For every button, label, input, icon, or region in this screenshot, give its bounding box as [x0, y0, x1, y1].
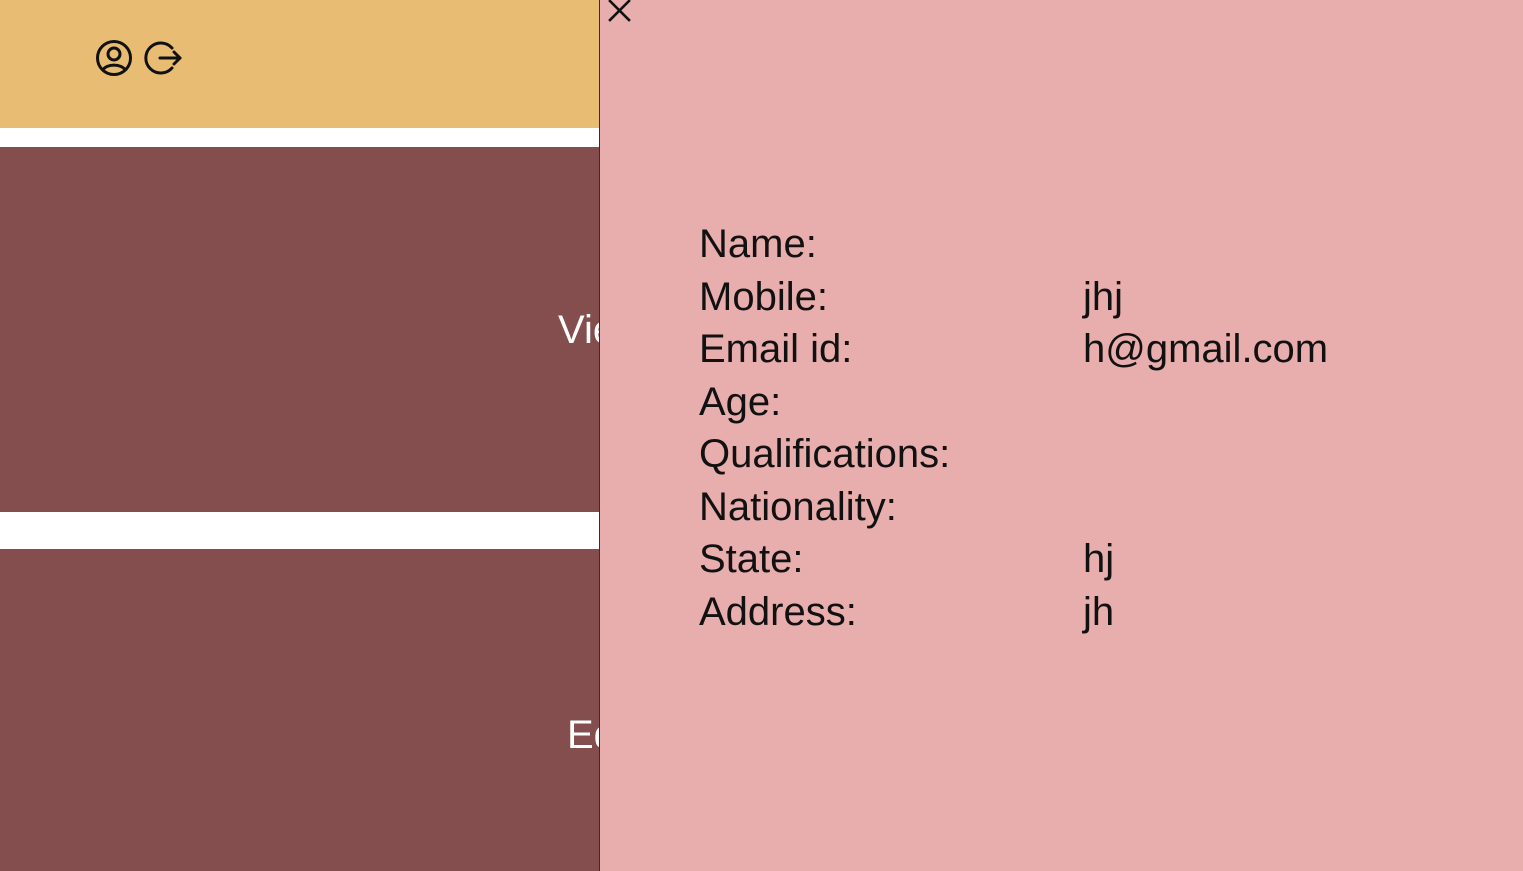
nationality-label: Nationality:	[699, 484, 897, 529]
mobile-value: jhj	[1083, 274, 1124, 319]
state-value: hj	[1083, 537, 1115, 581]
logout-icon[interactable]	[144, 39, 182, 77]
edit-card[interactable]: Ed	[0, 549, 600, 871]
email-label: Email id:	[699, 327, 853, 371]
age-label: Age:	[699, 379, 782, 424]
mobile-label: Mobile:	[699, 274, 828, 319]
qualifications-label: Qualifications:	[699, 432, 951, 476]
edit-card-label: Ed	[567, 713, 600, 757]
address-value: jh	[1083, 589, 1115, 634]
profile-drawer: Name: Mobile: jhj Email id: h@gmail.com …	[599, 0, 1523, 871]
view-card-label: Vie	[558, 308, 600, 352]
email-value: h@gmail.com	[1083, 327, 1329, 371]
address-label: Address:	[699, 589, 857, 634]
name-label: Name:	[699, 222, 817, 266]
state-label: State:	[699, 537, 804, 581]
view-card[interactable]: Vie	[0, 147, 600, 512]
header-bar	[0, 0, 600, 128]
close-icon[interactable]	[607, 0, 633, 22]
user-circle-icon[interactable]	[95, 39, 133, 77]
